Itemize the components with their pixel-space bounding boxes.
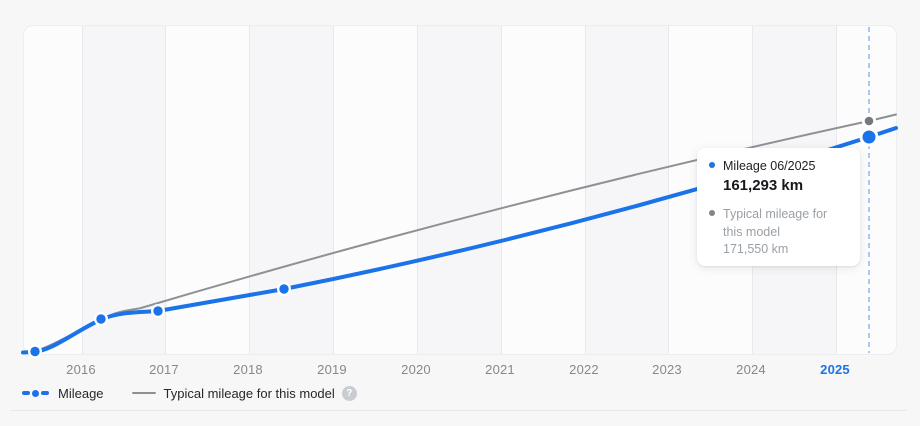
mileage-line-marker-icon — [22, 389, 50, 397]
gridline — [82, 26, 83, 354]
typical-dot-icon — [709, 210, 715, 216]
gridline — [333, 26, 334, 354]
gridline — [501, 26, 502, 354]
x-tick-2025-active: 2025 — [820, 362, 850, 377]
gridline — [417, 26, 418, 354]
legend: Mileage Typical mileage for this model ? — [22, 385, 357, 401]
column-band — [417, 26, 501, 354]
typical-line-marker-icon — [131, 392, 156, 394]
legend-mileage-label: Mileage — [58, 385, 104, 401]
gridline — [668, 26, 669, 354]
tooltip-mileage-row: Mileage 06/2025 161,293 km — [709, 157, 848, 194]
tooltip-typical-value: 171,550 km — [723, 242, 789, 256]
x-tick-2024: 2024 — [736, 362, 766, 377]
help-icon[interactable]: ? — [341, 385, 357, 401]
tooltip-typical-row: Typical mileage for this model 171,550 k… — [709, 205, 848, 256]
x-tick-2016: 2016 — [66, 362, 96, 377]
x-tick-2023: 2023 — [652, 362, 682, 377]
x-tick-2018: 2018 — [233, 362, 263, 377]
tooltip-mileage-label: Mileage 06/2025 — [723, 159, 816, 173]
column-band — [249, 26, 333, 354]
x-tick-2022: 2022 — [569, 362, 599, 377]
gridline — [585, 26, 586, 354]
x-tick-2021: 2021 — [485, 362, 515, 377]
column-band — [585, 26, 668, 354]
gridline — [165, 26, 166, 354]
tooltip-mileage-value: 161,293 km — [723, 177, 804, 194]
legend-typical-label: Typical mileage for this model — [163, 385, 335, 401]
bottom-divider — [10, 410, 907, 411]
mileage-dot-icon — [709, 162, 715, 168]
x-tick-2020: 2020 — [401, 362, 431, 377]
legend-item-typical-mileage[interactable]: Typical mileage for this model ? — [131, 385, 357, 401]
gridline — [249, 26, 250, 354]
legend-item-mileage[interactable]: Mileage — [22, 386, 104, 401]
tooltip-typical-label: Typical mileage for this model — [723, 207, 828, 239]
tooltip: Mileage 06/2025 161,293 km Typical milea… — [697, 148, 860, 266]
column-band — [82, 26, 165, 354]
x-tick-2019: 2019 — [317, 362, 347, 377]
x-tick-2017: 2017 — [149, 362, 179, 377]
